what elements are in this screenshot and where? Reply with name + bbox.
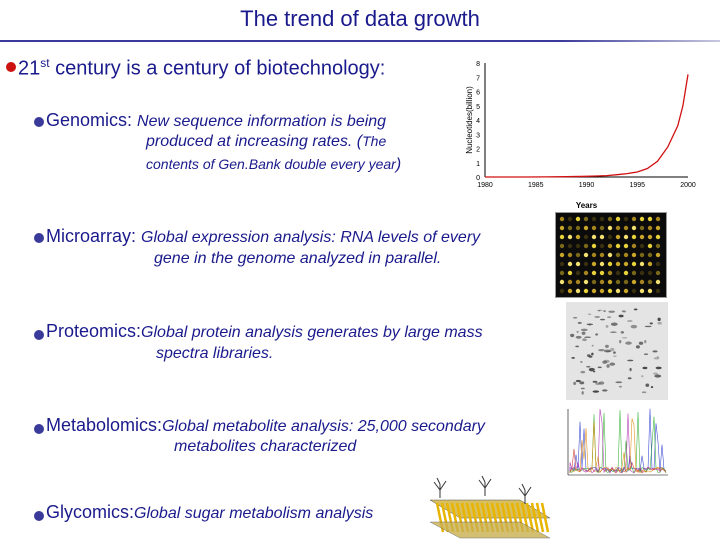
page-title: The trend of data growth — [240, 6, 480, 31]
y-axis-label: Nucleotides(billion) — [465, 86, 474, 154]
metabolomics-heading: Metabolomics — [46, 415, 158, 435]
series-line — [485, 74, 689, 178]
bullet-dot — [34, 330, 44, 340]
intro-superscript: st — [40, 56, 50, 70]
metabolomics-text: Global metabolite analysis: 25,000 secon… — [162, 418, 485, 435]
genbank-growth-chart: 0 1 2 3 4 5 6 7 8 1980 1985 1990 1995 2000 Nucleotide… — [465, 61, 696, 210]
y-tick-label: 3 — [476, 132, 480, 139]
title-divider-fade — [560, 40, 720, 42]
intro-line: 21st century is a century of biotechnolo… — [18, 56, 385, 81]
bullet-dot — [6, 62, 16, 72]
proteomics-line1: Proteomics:Global protein analysis gener… — [46, 321, 483, 342]
y-tick-label: 8 — [476, 61, 480, 68]
bullet-dot — [34, 511, 44, 521]
genomics-line1: Genomics: New sequence information is be… — [46, 110, 386, 131]
genomics-text5: ) — [395, 156, 402, 173]
glycomics-text: Global sugar metabolism analysis — [134, 505, 374, 522]
x-tick-label: 1980 — [477, 182, 493, 189]
glycomics-heading: Glycomics — [46, 502, 130, 522]
proteomics-text2: spectra libraries. — [156, 345, 274, 362]
genomics-text2: produced at increasing rates. ( — [146, 133, 363, 150]
y-tick-label: 4 — [476, 118, 480, 125]
membrane-image — [429, 475, 551, 539]
metabolomics-line1: Metabolomics:Global metabolite analysis:… — [46, 415, 485, 436]
y-tick-label: 6 — [476, 90, 480, 97]
genomics-text4: contents of Gen.Bank double every year — [146, 156, 396, 172]
bullet-dot — [34, 424, 44, 434]
microarray-image — [555, 212, 667, 298]
x-tick-label: 1985 — [528, 182, 544, 189]
x-tick-label: 2000 — [680, 182, 696, 189]
genomics-heading: Genomics — [46, 110, 128, 130]
x-axis-label: Years — [576, 201, 598, 210]
proteomics-heading: Proteomics — [46, 321, 137, 341]
microarray-line1: Microarray: Global expression analysis: … — [46, 226, 480, 247]
microarray-heading: Microarray — [46, 226, 132, 246]
glycomics-line1: Glycomics:Global sugar metabolism analys… — [46, 502, 373, 523]
microarray-text: Global expression analysis: RNA levels o… — [141, 229, 481, 246]
metabolomics-text2: metabolites characterized — [174, 438, 357, 455]
proteomics-text: Global protein analysis generates by lar… — [141, 324, 483, 341]
genomics-line3: contents of Gen.Bank double every year) — [146, 156, 401, 174]
bullet-dot — [34, 117, 44, 127]
protein-gel-image — [566, 302, 668, 400]
spectra-image — [562, 405, 672, 483]
intro-text: century is a century of biotechnology: — [49, 57, 386, 80]
x-tick-label: 1995 — [629, 182, 645, 189]
genomics-text3: The — [362, 133, 387, 149]
y-tick-label: 7 — [476, 75, 480, 82]
microarray-separator: : — [131, 226, 142, 246]
y-tick-label: 5 — [476, 104, 480, 111]
y-tick-label: 2 — [476, 147, 480, 154]
title-divider — [0, 40, 720, 42]
intro-prefix: 21 — [18, 57, 41, 80]
metabolomics-separator: : — [157, 415, 163, 435]
x-tick-label: 1990 — [579, 182, 595, 189]
genomics-text: New sequence information is being — [137, 113, 387, 130]
genomics-line2: produced at increasing rates. (The — [146, 133, 386, 151]
y-tick-label: 1 — [476, 161, 480, 168]
bullet-dot — [34, 233, 44, 243]
microarray-text2: gene in the genome analyzed in parallel. — [154, 250, 442, 267]
y-tick-label: 0 — [476, 175, 480, 182]
glycomics-separator: : — [129, 502, 135, 522]
genomics-separator: : — [127, 110, 138, 130]
proteomics-separator: : — [136, 321, 142, 341]
